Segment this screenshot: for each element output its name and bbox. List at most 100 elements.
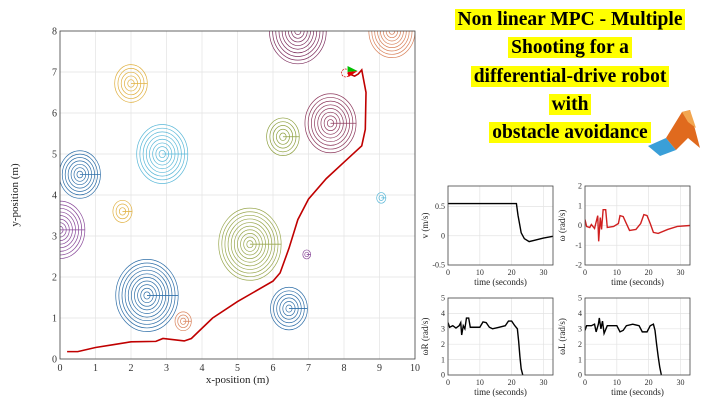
- title-line: Non linear MPC - Multiple: [454, 9, 686, 30]
- x-tick-label: 20: [508, 378, 516, 387]
- x-tick-label: 10: [613, 378, 621, 387]
- x-tick-label: 0: [446, 378, 450, 387]
- axes-box: [584, 185, 691, 266]
- x-tick-label: 5: [235, 363, 240, 374]
- x-tick-label: 6: [271, 363, 276, 374]
- obstacle: [304, 93, 357, 154]
- axes-2: 0 10 20 30 -2 -1 0 1 2 time (seconds) ω (rad/s): [557, 182, 691, 287]
- y-tick-label: -1: [575, 241, 582, 250]
- y-tick-label: 4: [441, 309, 445, 318]
- x-axis-label: time (seconds): [474, 277, 527, 287]
- x-tick-label: 3: [164, 363, 169, 374]
- axes-0: 0 1 2 3 4 5 6 7 8 9 10 0 1 2 3 4 5 6 7 8 x-position (m) y-pos…: [9, 26, 420, 386]
- obstacle-ring: [374, 31, 410, 52]
- y-tick-label: 5: [52, 149, 57, 160]
- obstacle: [218, 207, 282, 281]
- obstacle-ring: [115, 259, 179, 332]
- x-tick-label: 0: [446, 268, 450, 277]
- y-tick-label: 5: [441, 294, 445, 303]
- y-tick-label: 3: [441, 324, 445, 333]
- logo-face-orange: [666, 110, 700, 150]
- x-axis-label: time (seconds): [611, 277, 664, 287]
- x-axis-label: time (seconds): [474, 387, 527, 397]
- x-tick-label: 30: [539, 378, 547, 387]
- obstacle-ring: [266, 117, 300, 156]
- title-line: obstacle avoidance: [489, 122, 651, 143]
- obstacle-ring: [371, 31, 413, 55]
- logo-face-blue: [648, 138, 676, 156]
- y-tick-label: 1: [441, 355, 445, 364]
- x-tick-label: 1: [93, 363, 98, 374]
- x-tick-label: 10: [476, 378, 484, 387]
- x-tick-label: 0: [58, 363, 63, 374]
- obstacle-ring: [269, 31, 327, 65]
- y-tick-label: 5: [578, 294, 582, 303]
- x-tick-label: 2: [129, 363, 134, 374]
- x-tick-label: 0: [583, 378, 587, 387]
- y-tick-label: 4: [578, 309, 582, 318]
- y-tick-label: 1: [578, 201, 582, 210]
- robot-icon: [347, 66, 358, 72]
- y-axis-label: y-position (m): [9, 163, 21, 227]
- obstacle: [266, 117, 300, 156]
- y-tick-label: 7: [52, 67, 57, 78]
- x-axis-label: x-position (m): [206, 374, 270, 386]
- title-line: differential-drive robot: [470, 66, 670, 87]
- obstacle-ring: [278, 31, 318, 54]
- y-tick-label: 6: [52, 108, 57, 119]
- x-tick-label: 10: [476, 268, 484, 277]
- x-tick-label: 9: [377, 363, 382, 374]
- matlab-logo: [648, 110, 700, 156]
- obstacle-ring: [291, 31, 305, 39]
- obstacle: [114, 64, 148, 103]
- y-tick-label: 3: [52, 231, 57, 242]
- plot-area: [448, 186, 553, 265]
- signal-line: [585, 317, 663, 375]
- y-tick-label: -0.5: [432, 261, 445, 270]
- obstacles: [60, 31, 415, 332]
- y-axis-label: ωL (rad/s): [557, 318, 567, 355]
- y-axis-label: ωR (rad/s): [420, 318, 430, 356]
- axes-box: [447, 297, 554, 376]
- y-tick-label: 8: [52, 26, 57, 37]
- obstacle-ring: [368, 31, 415, 58]
- x-tick-label: 30: [539, 268, 547, 277]
- axes-box: [447, 185, 554, 266]
- x-tick-label: 30: [676, 378, 684, 387]
- y-tick-label: 2: [578, 182, 582, 191]
- plot-area: [448, 298, 553, 375]
- signal-line: [585, 208, 690, 242]
- obstacle: [174, 311, 192, 332]
- obstacle-ring: [281, 31, 314, 50]
- obstacle-ring: [284, 31, 311, 46]
- robot-trajectory: [67, 68, 367, 353]
- signal-line: [448, 317, 524, 375]
- y-tick-label: 1: [578, 355, 582, 364]
- title-line: with: [548, 94, 592, 115]
- logo-face-light: [682, 110, 696, 128]
- y-tick-label: 2: [52, 272, 57, 283]
- y-tick-label: 2: [578, 340, 582, 349]
- obstacle: [376, 192, 387, 204]
- obstacle-ring: [275, 31, 321, 57]
- x-tick-label: 4: [200, 363, 205, 374]
- title-line: Shooting for a: [508, 37, 632, 58]
- y-tick-label: 3: [578, 324, 582, 333]
- obstacle: [270, 286, 308, 331]
- x-axis-label: time (seconds): [611, 387, 664, 397]
- x-tick-label: 8: [342, 363, 347, 374]
- x-tick-label: 10: [410, 363, 420, 374]
- y-tick-label: 0: [52, 354, 57, 365]
- axes-3: 0 10 20 30 0 1 2 3 4 5 time (seconds) ωR (rad/s): [420, 294, 554, 397]
- x-tick-label: 20: [645, 268, 653, 277]
- x-tick-label: 30: [676, 268, 684, 277]
- y-tick-label: -2: [575, 261, 582, 270]
- y-tick-label: 0.5: [435, 202, 445, 211]
- obstacle-ring: [272, 31, 324, 61]
- obstacle-ring: [377, 31, 407, 49]
- obstacle: [136, 124, 189, 184]
- plot-area: [585, 298, 690, 375]
- obstacle-ring: [380, 31, 404, 45]
- obstacle: [302, 249, 311, 260]
- axes-box: [584, 297, 691, 376]
